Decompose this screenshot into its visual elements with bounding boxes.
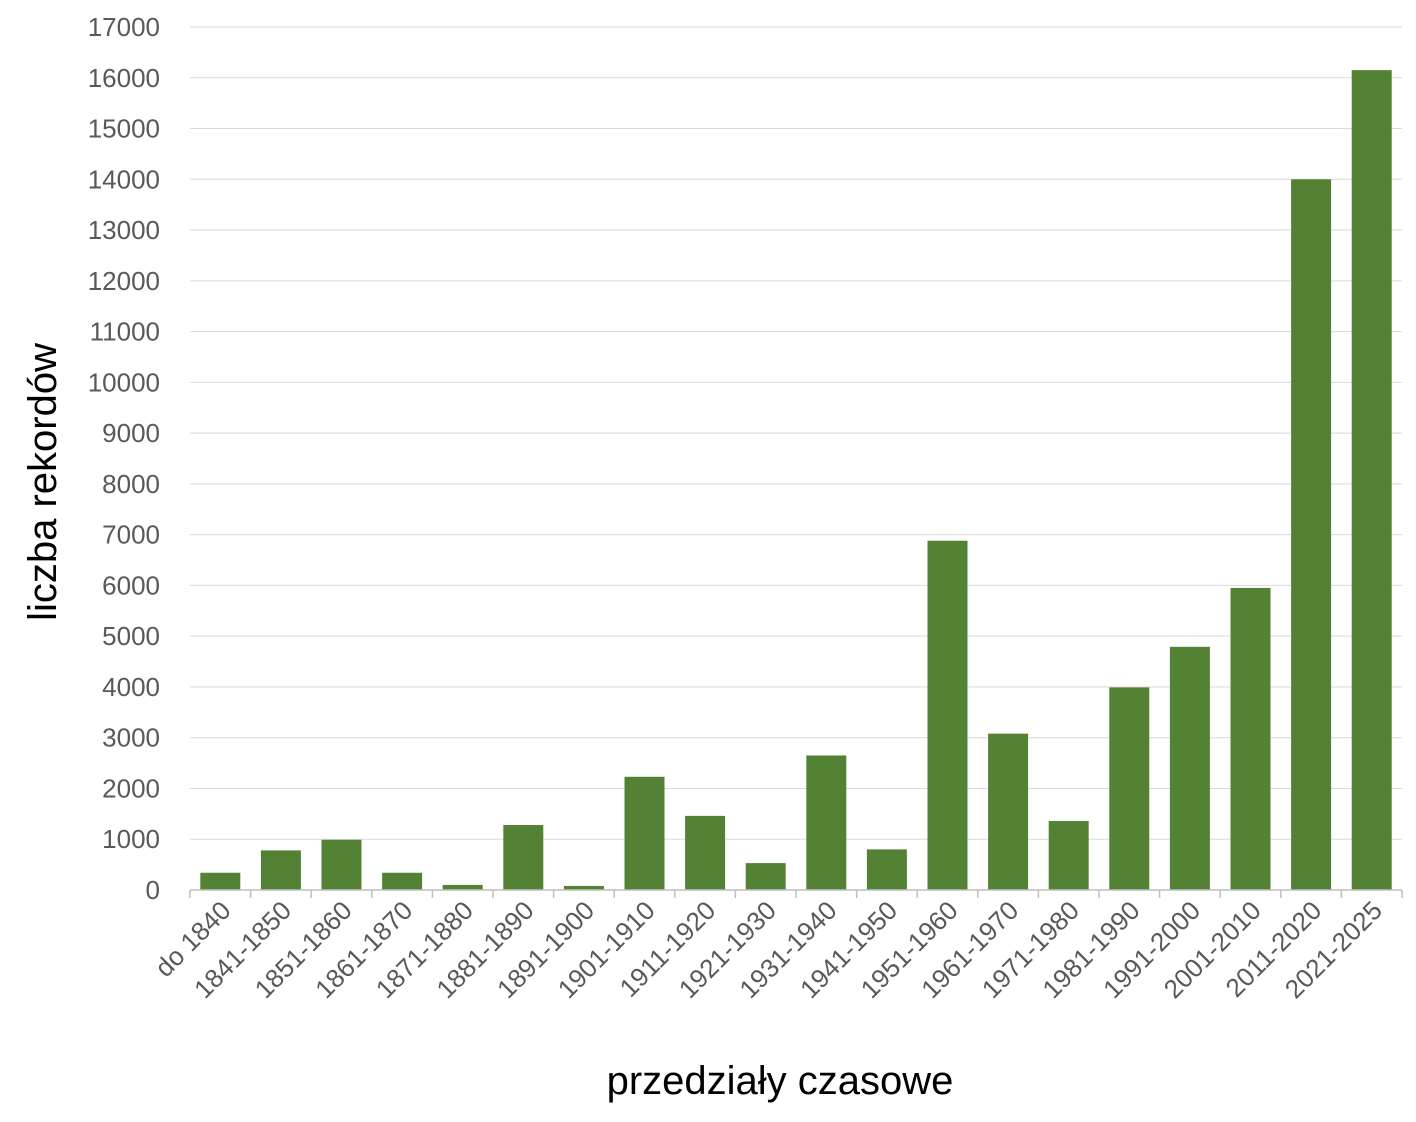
y-tick-label: 6000 — [102, 570, 160, 600]
bar — [503, 825, 544, 890]
y-tick-label: 1000 — [102, 824, 160, 854]
bar — [382, 872, 423, 890]
bar — [321, 839, 362, 890]
y-tick-label: 12000 — [88, 266, 160, 296]
y-axis-ticks: 0 1000 2000 3000 4000 5000 6000 7000 8000 9000 100… — [88, 12, 160, 905]
y-tick-label: 7000 — [102, 520, 160, 550]
bar — [200, 872, 241, 890]
bar — [866, 849, 907, 890]
bar — [624, 776, 665, 890]
x-axis — [189, 889, 1403, 898]
y-axis-title: liczba rekordów — [21, 343, 65, 621]
y-tick-label: 16000 — [88, 63, 160, 93]
y-tick-label: 3000 — [102, 723, 160, 753]
x-axis-title: przedziały czasowe — [607, 1059, 954, 1103]
bar — [927, 540, 968, 890]
bar — [1291, 179, 1332, 890]
y-tick-label: 13000 — [88, 215, 160, 245]
y-tick-label: 2000 — [102, 773, 160, 803]
gridlines — [190, 26, 1402, 840]
x-axis-ticks: do 18401841-18501851-18601861-18701871-1… — [149, 895, 1388, 1004]
y-tick-label: 10000 — [88, 367, 160, 397]
y-tick-label: 9000 — [102, 418, 160, 448]
bar — [1230, 587, 1271, 890]
bar — [745, 863, 786, 890]
bar — [563, 885, 604, 890]
y-tick-label: 8000 — [102, 469, 160, 499]
bar — [1351, 70, 1392, 890]
y-tick-label: 0 — [146, 875, 160, 905]
bar — [685, 815, 726, 890]
bar — [1169, 646, 1210, 890]
bar — [1048, 820, 1089, 890]
y-tick-label: 11000 — [90, 317, 160, 347]
bar — [988, 733, 1029, 890]
y-tick-label: 14000 — [88, 164, 160, 194]
bar — [260, 850, 301, 890]
bar — [1109, 687, 1150, 890]
bar — [442, 884, 483, 890]
y-tick-label: 4000 — [102, 672, 160, 702]
y-tick-label: 17000 — [88, 12, 160, 42]
bars — [200, 70, 1392, 890]
y-tick-label: 5000 — [102, 621, 160, 651]
bar — [806, 755, 847, 890]
y-tick-label: 15000 — [88, 114, 160, 144]
